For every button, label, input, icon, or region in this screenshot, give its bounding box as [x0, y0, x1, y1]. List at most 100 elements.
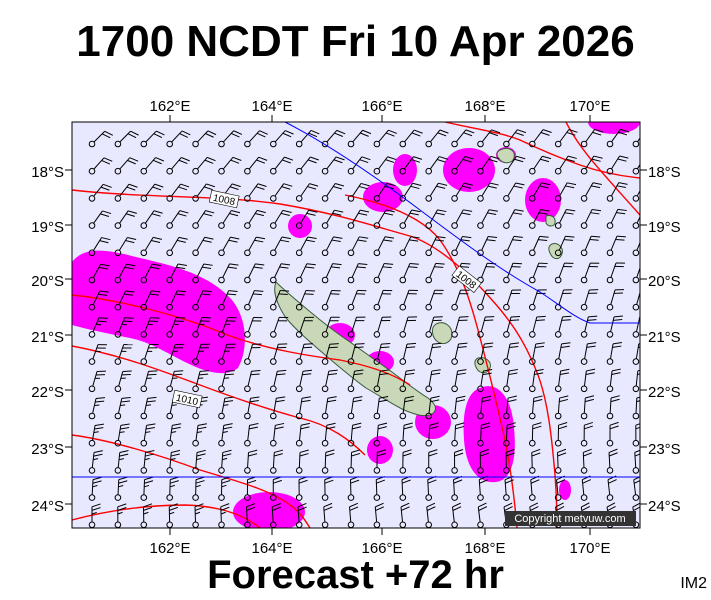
- wind-barb-icon: [244, 236, 266, 257]
- wind-barb-icon: [347, 209, 370, 229]
- wind-barb-icon: [425, 262, 445, 284]
- wind-barb-icon: [88, 183, 112, 202]
- wind-barb-icon: [244, 130, 268, 148]
- wind-barb-icon: [632, 266, 640, 284]
- wind-barb-icon: [244, 209, 266, 229]
- wind-barb-icon: [192, 449, 206, 474]
- wind-barb-icon: [192, 290, 212, 311]
- wind-barb-icon: [114, 370, 132, 393]
- wind-barb-icon: [114, 423, 130, 447]
- wind-barb-icon: [373, 289, 393, 311]
- wind-barb-icon: [580, 368, 596, 393]
- wind-barb-icon: [140, 157, 165, 175]
- wind-barb-icon: [295, 396, 311, 420]
- wind-barb-icon: [373, 236, 395, 257]
- wind-barb-icon: [606, 315, 624, 338]
- wind-barb-icon: [451, 422, 465, 447]
- wind-barb-icon: [451, 236, 472, 257]
- wind-barb-icon: [503, 422, 516, 447]
- wind-barb-icon: [425, 129, 449, 148]
- wind-barb-icon: [244, 503, 256, 528]
- wind-barb-icon: [373, 449, 387, 474]
- wind-barb-icon: [295, 343, 314, 365]
- wind-barb-icon: [425, 342, 442, 365]
- wind-barb-icon: [580, 448, 593, 474]
- wind-barb-icon: [373, 156, 397, 175]
- wind-barb-icon: [425, 502, 436, 528]
- wind-barb-icon: [88, 157, 113, 175]
- wind-barb-icon: [270, 449, 284, 474]
- wind-barb-icon: [166, 130, 191, 148]
- wind-barb-icon: [554, 315, 572, 338]
- wind-barb-icon: [477, 395, 492, 420]
- wind-barb-icon: [140, 263, 162, 284]
- wind-barb-icon: [632, 290, 640, 311]
- wind-barb-icon: [270, 236, 291, 257]
- wind-barb-icon: [399, 156, 423, 175]
- wind-barb-icon: [114, 183, 138, 202]
- wind-barb-icon: [477, 369, 493, 393]
- wind-barb-icon: [373, 502, 385, 528]
- wind-barb-icon: [270, 422, 285, 447]
- wind-barb-icon: [529, 155, 552, 175]
- wind-barb-icon: [244, 263, 265, 284]
- wind-barb-icon: [477, 182, 499, 202]
- wind-barb-icon: [218, 316, 237, 338]
- wind-barb-icon: [270, 369, 287, 393]
- wind-barb-icon: [529, 422, 542, 447]
- wind-barb-icon: [399, 422, 413, 447]
- wind-barb-icon: [554, 209, 576, 229]
- wind-barb-icon: [192, 343, 210, 365]
- isobar-line: [72, 294, 411, 386]
- wind-barb-icon: [554, 182, 577, 202]
- vanuatu-island: [545, 215, 556, 227]
- wind-barb-icon: [140, 290, 161, 311]
- wind-barb-icon: [606, 289, 625, 311]
- wind-barb-icon: [244, 156, 268, 175]
- wind-barb-icon: [632, 215, 640, 229]
- wind-barb-icon: [529, 289, 547, 311]
- wind-barb-icon: [425, 289, 444, 311]
- map-title: 1700 NCDT Fri 10 Apr 2026: [76, 17, 635, 66]
- lat-label: 20°S: [31, 273, 64, 290]
- wind-barb-icon: [114, 210, 137, 229]
- wind-barb-icon: [425, 449, 438, 474]
- wind-barb-icon: [580, 475, 592, 501]
- wind-barb-icon: [218, 503, 230, 528]
- wind-barb-icon: [451, 316, 469, 338]
- lat-label: 20°S: [648, 273, 681, 290]
- wind-barb-icon: [218, 236, 240, 257]
- svg-text:1010: 1010: [175, 393, 199, 408]
- wind-barb-icon: [192, 317, 211, 338]
- wind-barb-icon: [606, 395, 620, 420]
- wind-barb-icon: [554, 235, 575, 257]
- wind-barb-icon: [166, 423, 182, 447]
- wind-barb-icon: [88, 237, 111, 257]
- wind-barb-icon: [503, 182, 525, 202]
- wind-barb-icon: [503, 342, 520, 365]
- wind-barb-icon: [114, 503, 127, 528]
- wind-barb-icon: [295, 316, 314, 338]
- wind-barb-icon: [503, 262, 522, 284]
- wind-barb-icon: [295, 290, 315, 311]
- wind-barb-icon: [451, 182, 473, 202]
- lat-label: 24°S: [648, 498, 681, 515]
- wind-barb-icon: [580, 208, 602, 229]
- wind-barb-icon: [166, 290, 187, 311]
- wind-barb-icon: [347, 289, 367, 311]
- wind-barb-icon: [451, 342, 468, 365]
- wind-barb-icon: [554, 155, 577, 175]
- wind-barb-icon: [632, 449, 640, 474]
- wind-barb-icon: [88, 130, 113, 148]
- wind-barb-icon: [114, 236, 137, 257]
- wind-barb-icon: [347, 236, 369, 257]
- wind-barb-icon: [606, 262, 625, 284]
- wind-barb-icon: [399, 129, 423, 148]
- wind-barb-icon: [140, 183, 164, 202]
- wind-barb-icon: [244, 290, 264, 311]
- wind-barb-icon: [503, 235, 523, 257]
- wind-barb-icon: [321, 156, 345, 175]
- lat-label: 19°S: [648, 219, 681, 236]
- wind-barb-icon: [632, 137, 640, 148]
- isobar-label: 1010: [171, 389, 203, 408]
